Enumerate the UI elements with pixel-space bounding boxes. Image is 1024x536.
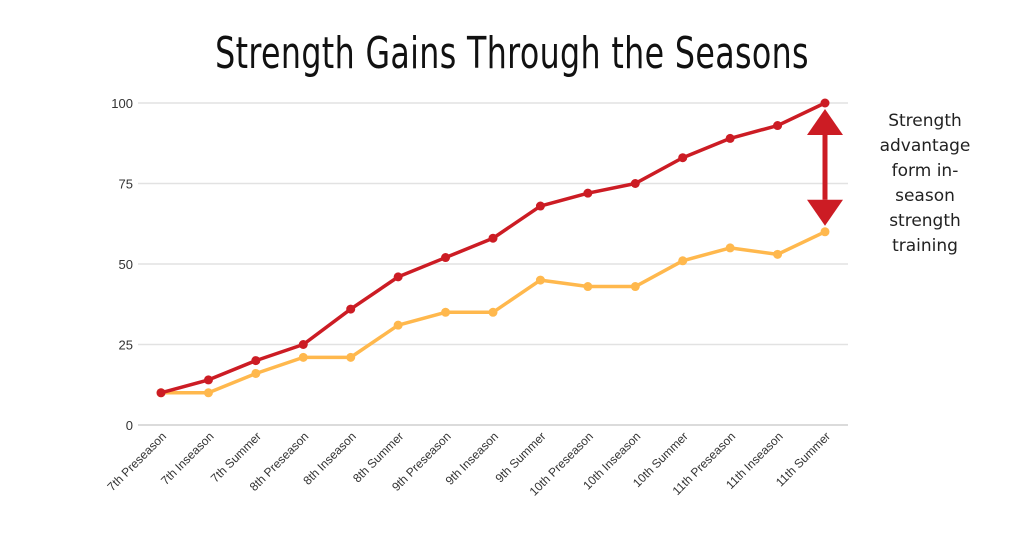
data-point <box>820 98 830 108</box>
data-point <box>251 356 261 366</box>
annotation-text: Strength advantage form in-season streng… <box>879 111 971 256</box>
data-point <box>393 272 403 282</box>
data-point <box>630 282 640 292</box>
data-point <box>630 179 640 188</box>
data-point <box>725 243 735 253</box>
data-point <box>725 133 735 143</box>
y-tick-label: 0 <box>126 418 133 433</box>
y-tick-label: 100 <box>111 96 133 111</box>
data-point <box>251 368 261 378</box>
data-point <box>203 375 213 385</box>
chart-title: Strength Gains Through the Seasons <box>215 28 809 79</box>
y-tick-label: 25 <box>119 338 133 353</box>
data-point <box>156 388 166 398</box>
data-point <box>203 388 213 398</box>
data-point <box>441 307 451 317</box>
data-point <box>820 227 830 237</box>
data-point <box>773 121 783 131</box>
data-point <box>298 340 308 349</box>
y-tick-label: 75 <box>119 177 133 192</box>
arrow-head-down <box>807 199 843 226</box>
data-point <box>298 352 308 362</box>
data-point <box>488 233 498 243</box>
data-point <box>773 249 783 259</box>
data-point <box>441 253 451 263</box>
data-point <box>393 320 403 330</box>
data-point <box>488 307 498 317</box>
data-point <box>583 282 593 292</box>
arrow-head-up <box>807 109 843 135</box>
data-point <box>678 153 688 163</box>
data-point <box>346 304 356 314</box>
x-tick-label: 7th Preseason <box>104 429 169 494</box>
data-point <box>678 256 688 266</box>
data-point <box>535 201 545 211</box>
y-tick-label: 50 <box>119 257 133 272</box>
data-point <box>583 188 593 198</box>
data-point <box>346 352 356 362</box>
data-point <box>535 275 545 285</box>
